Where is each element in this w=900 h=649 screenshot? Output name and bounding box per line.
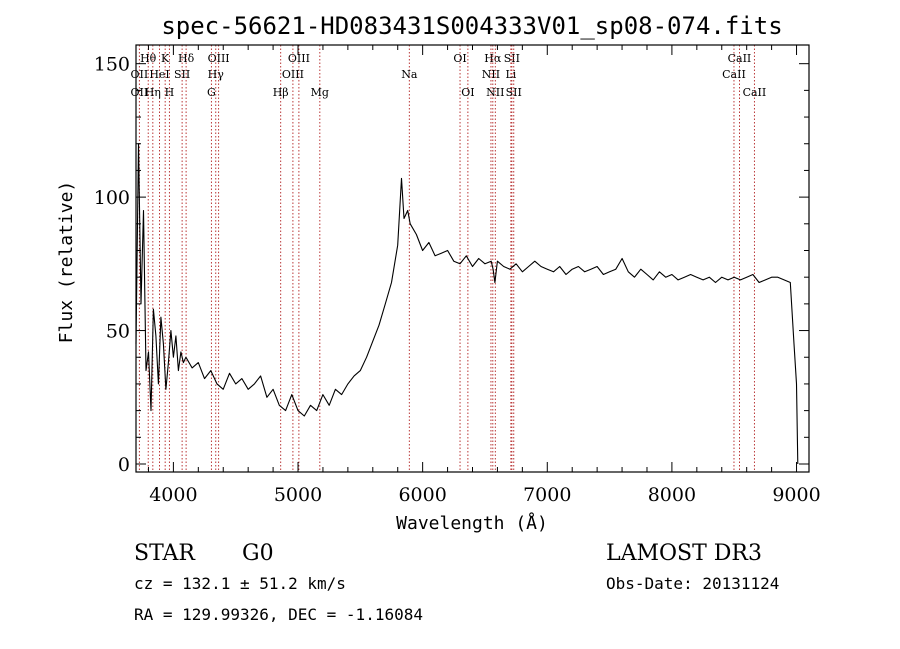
spectral-line-label: HeI	[149, 68, 169, 81]
y-tick-label: 50	[106, 321, 130, 343]
spectral-line-label: Na	[401, 68, 418, 81]
spectral-line-label: Hβ	[273, 86, 289, 99]
axis-ticks: 4000 5000 6000 7000 8000 9000 0 50 100 150	[94, 45, 821, 506]
x-tick-label: 4000	[149, 484, 197, 506]
redshift-velocity: cz = 132.1 ± 51.2 km/s	[134, 574, 346, 593]
spectral-line-label: SII	[504, 52, 520, 65]
observation-date: Obs-Date: 20131124	[606, 574, 779, 593]
spectral-line-label: OIII	[288, 52, 310, 65]
spectral-line-label: SII	[506, 86, 522, 99]
spectral-line-label: OI	[461, 86, 474, 99]
x-axis-label: Wavelength (Å)	[396, 512, 548, 534]
spectral-line-label: NII	[482, 68, 500, 81]
x-tick-label: 8000	[648, 484, 696, 506]
y-tick-label: 100	[94, 187, 130, 209]
spectral-line-label: Hθ	[140, 52, 157, 65]
spectral-line-label: Hγ	[208, 68, 225, 81]
chart-title: spec-56621-HD083431S004333V01_sp08-074.f…	[161, 12, 782, 40]
coordinates: RA = 129.99326, DEC = -1.16084	[134, 605, 423, 624]
survey-name: LAMOST DR3	[606, 541, 762, 566]
spectrum-series	[135, 143, 799, 465]
spectral-line-label: OII	[131, 86, 149, 99]
x-tick-label: 6000	[398, 484, 446, 506]
spectral-line-label: Mg	[311, 86, 329, 99]
y-tick-label: 150	[94, 54, 130, 76]
object-class: STAR	[134, 541, 196, 566]
spectral-line-label: CaII	[728, 52, 752, 65]
subclass: G0	[242, 541, 274, 566]
spectral-line-label: Hδ	[178, 52, 195, 65]
spectral-line-label: NII	[486, 86, 504, 99]
spectral-line-label: G	[207, 86, 216, 99]
x-tick-label: 7000	[523, 484, 571, 506]
spectral-line-label: K	[161, 52, 170, 65]
x-tick-label: 9000	[772, 484, 820, 506]
spectral-line-label: Hα	[484, 52, 502, 65]
y-tick-label: 0	[118, 454, 130, 476]
spectral-line-label: OIII	[208, 52, 230, 65]
spectral-line-label: H	[165, 86, 175, 99]
spectral-line-label: OI	[453, 52, 466, 65]
plot-frame	[135, 44, 810, 473]
x-tick-label: 5000	[274, 484, 322, 506]
spectral-line-label: SII	[174, 68, 190, 81]
y-axis-label: Flux (relative)	[56, 181, 77, 344]
spectral-line-label: OII	[131, 68, 149, 81]
spectral-line-label: CaII	[722, 68, 746, 81]
spectrum-line	[135, 143, 799, 465]
spectral-line-label: OIII	[282, 68, 304, 81]
spectral-line-label: Hη	[145, 86, 161, 99]
spectral-line-label: CaII	[743, 86, 767, 99]
spectral-line-label: Li	[505, 68, 516, 81]
